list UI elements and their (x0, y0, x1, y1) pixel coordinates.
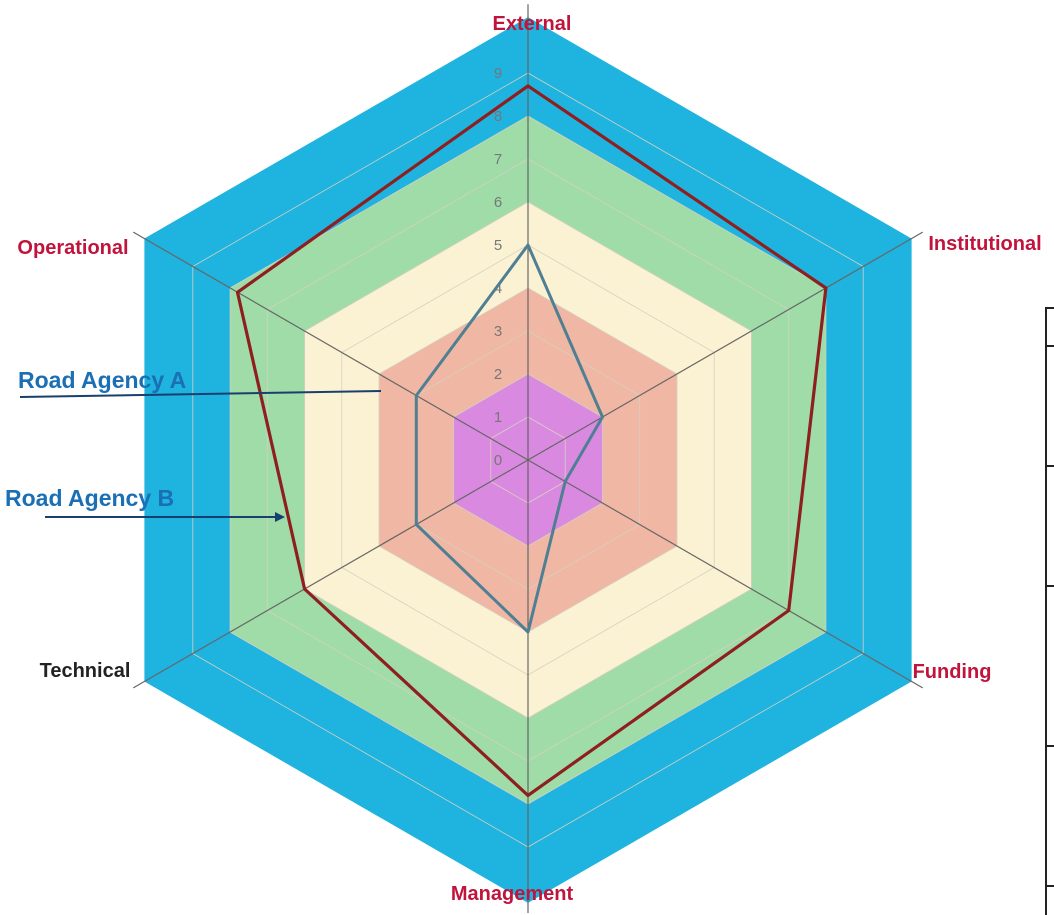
tick-label-6: 6 (494, 194, 502, 211)
tick-label-8: 8 (494, 108, 502, 125)
callout-layer: Road Agency A Road Agency B (5, 367, 382, 522)
tick-label-5: 5 (494, 237, 502, 254)
spoke-institutional (527, 231, 924, 461)
spoke-technical (132, 459, 529, 689)
tick-label-0: 0 (494, 452, 502, 469)
tick-label-9: 9 (494, 65, 502, 82)
spoke-funding (527, 459, 924, 689)
tick-label-1: 1 (494, 409, 502, 426)
side-table-fragment (1045, 307, 1054, 915)
callout-line-road-agency-a (19, 390, 382, 398)
tick-layer: 0 1 2 3 4 5 6 7 8 9 (494, 65, 502, 469)
series-road-agency-a (414, 243, 604, 634)
tick-label-4: 4 (494, 280, 502, 297)
callout-label-road-agency-b: Road Agency B (5, 485, 174, 511)
tick-label-3: 3 (494, 323, 502, 340)
callout-label-road-agency-a: Road Agency A (18, 367, 186, 393)
axis-label-external: External (493, 13, 572, 35)
series-layer (235, 84, 828, 798)
spoke-layer (132, 4, 924, 913)
tick-label-2: 2 (494, 366, 502, 383)
spoke-operational (132, 231, 529, 461)
axis-label-funding: Funding (913, 661, 992, 683)
tick-label-7: 7 (494, 151, 502, 168)
series-road-agency-b (235, 84, 828, 798)
axis-label-operational: Operational (17, 237, 128, 259)
axis-label-management: Management (451, 883, 574, 905)
axis-label-technical: Technical (40, 660, 131, 682)
axis-label-institutional: Institutional (928, 233, 1041, 255)
axis-label-layer: External Institutional Funding Management Te… (17, 13, 1041, 905)
